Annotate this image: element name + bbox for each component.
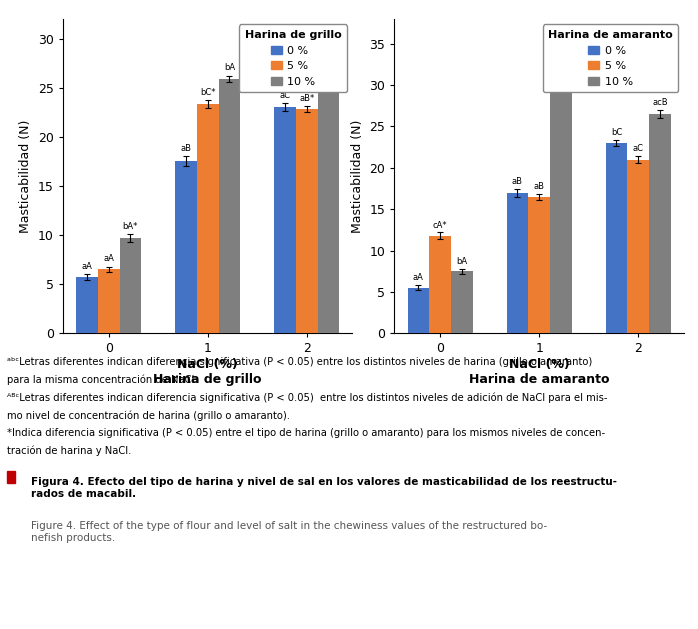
Text: para la misma concentración de NaCl.: para la misma concentración de NaCl. [7,375,198,386]
Text: aC: aC [632,145,644,153]
Text: *Indica diferencia significativa (P < 0.05) entre el tipo de harina (grillo o am: *Indica diferencia significativa (P < 0.… [7,428,605,438]
Bar [76,277,98,333]
Y-axis label: Masticabilidad (N): Masticabilidad (N) [20,120,32,233]
Text: cA*: cA* [433,221,447,230]
Bar [274,108,296,333]
Text: bA*: bA* [123,221,138,231]
Bar [429,236,451,333]
Bar [296,109,318,333]
Text: bA: bA [224,64,235,72]
Text: aA: aA [103,254,114,263]
Legend: 0 %, 5 %, 10 %: 0 %, 5 %, 10 % [542,25,678,92]
Bar [606,143,628,333]
Text: aB: aB [534,182,544,191]
Legend: 0 %, 5 %, 10 %: 0 %, 5 %, 10 % [239,25,347,92]
Text: mo nivel de concentración de harina (grillo o amaranto).: mo nivel de concentración de harina (gri… [7,410,290,421]
Text: Figure 4. Effect of the type of flour and level of salt in the chewiness values : Figure 4. Effect of the type of flour an… [31,521,548,543]
Text: bA: bA [456,257,468,266]
Text: aA: aA [413,274,424,282]
Bar [119,238,141,333]
Text: tración de harina y NaCl.: tración de harina y NaCl. [7,445,131,456]
Bar [318,73,339,333]
Text: bC: bC [611,128,622,136]
Text: bC*: bC* [200,88,216,97]
Text: aC: aC [279,91,290,100]
Bar [628,160,649,333]
X-axis label: NaCl (%)
Harina de grillo: NaCl (%) Harina de grillo [154,358,262,386]
Text: ᴬᴮᶜLetras diferentes indican diferencia significativa (P < 0.05)  entre los dist: ᴬᴮᶜLetras diferentes indican diferencia … [7,392,607,403]
Bar [197,104,218,333]
Text: aA: aA [323,57,334,67]
Text: Figura 4. Efecto del tipo de harina y nivel de sal en los valores de masticabili: Figura 4. Efecto del tipo de harina y ni… [31,477,618,499]
Text: aB: aB [180,144,191,153]
Y-axis label: Masticabilidad (N): Masticabilidad (N) [351,120,364,233]
Bar [218,79,240,333]
X-axis label: NaCl (%)
Harina de amaranto: NaCl (%) Harina de amaranto [469,358,609,386]
Bar [98,269,119,333]
Text: aA: aA [82,262,92,271]
Text: ᵃᵇᶜLetras diferentes indican diferencia significativa (P < 0.05) entre los disti: ᵃᵇᶜLetras diferentes indican diferencia … [7,357,592,367]
Bar [451,271,473,333]
Text: acB: acB [652,98,668,107]
Bar [175,162,197,333]
Text: bC*: bC* [554,66,569,75]
Bar [408,288,429,333]
Bar [550,81,572,333]
Text: aB*: aB* [299,94,314,103]
Text: aB: aB [512,177,523,186]
Bar [649,114,671,333]
Bar [528,197,550,333]
Bar [507,192,528,333]
